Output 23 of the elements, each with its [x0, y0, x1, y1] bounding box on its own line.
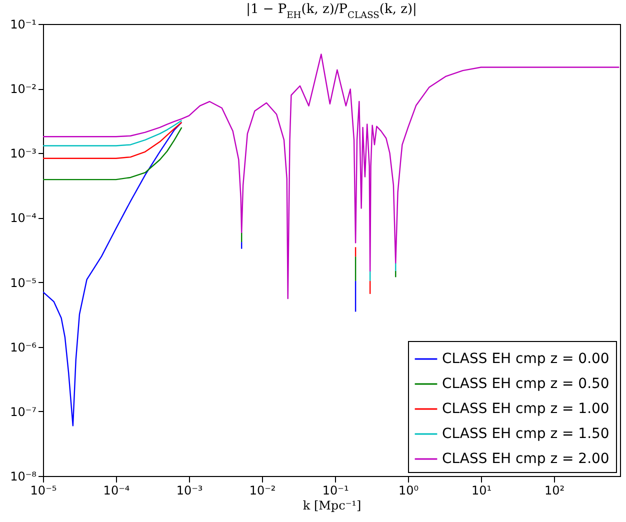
x-tick-label: 10⁻⁵	[30, 484, 57, 498]
x-tick-label: 10⁰	[398, 484, 419, 498]
x-tick-label: 10⁻³	[176, 484, 203, 498]
y-tick-label: 10⁻¹	[10, 18, 37, 32]
y-tick-label: 10⁻⁵	[10, 276, 37, 290]
x-tick-label: 10⁻¹	[322, 484, 349, 498]
y-tick-label: 10⁻⁷	[10, 404, 37, 419]
x-tick-label: 10²	[544, 484, 565, 498]
x-axis-title: k [Mpc⁻¹]	[302, 498, 362, 512]
legend-label: CLASS EH cmp z = 1.50	[442, 426, 610, 442]
y-tick-label: 10⁻³	[10, 146, 37, 161]
legend-label: CLASS EH cmp z = 2.00	[442, 451, 610, 467]
x-tick-label: 10⁻²	[249, 484, 276, 498]
y-tick-label: 10⁻²	[10, 82, 37, 96]
legend-label: CLASS EH cmp z = 0.00	[442, 351, 610, 367]
y-tick-label: 10⁻⁸	[10, 470, 37, 484]
x-tick-label: 10⁻⁴	[103, 484, 130, 498]
legend-label: CLASS EH cmp z = 1.00	[442, 401, 610, 417]
legend-label: CLASS EH cmp z = 0.50	[442, 376, 610, 392]
y-tick-label: 10⁻⁴	[10, 211, 37, 226]
x-tick-label: 10¹	[472, 484, 492, 498]
chart-title: |1 − P$_{EH}$(k, z)/P$_{CLASS}$(k, z)|	[246, 2, 417, 21]
y-tick-label: 10⁻⁶	[10, 340, 37, 354]
